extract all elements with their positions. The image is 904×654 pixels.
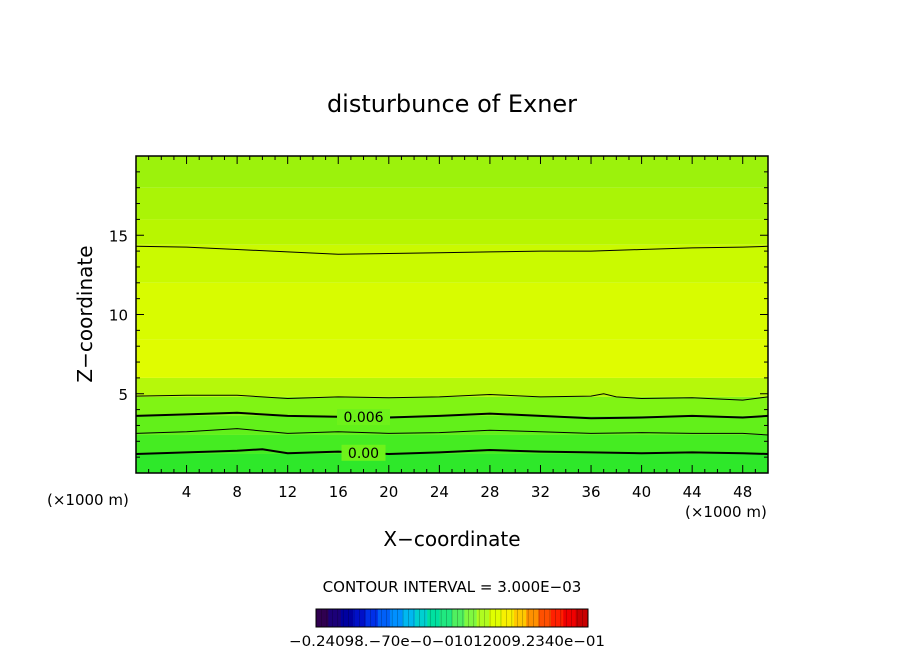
- y-axis-label: Z−coordinate: [73, 245, 97, 382]
- x-tick-label: 44: [683, 483, 702, 501]
- colorbar-swatch: [464, 609, 478, 627]
- x-tick-label: 20: [379, 483, 398, 501]
- colorbar-swatch: [353, 609, 366, 627]
- colorbar-swatch: [526, 609, 540, 627]
- chart-title: disturbunce of Exner: [327, 90, 577, 118]
- x-axis-label: X−coordinate: [383, 527, 520, 551]
- x-tick-labels: 4 8 12 16 20 24 28 32 36 40 44 48: [182, 483, 752, 501]
- x-tick-label: 40: [632, 483, 651, 501]
- band-4: [136, 377, 768, 397]
- band-0: [136, 453, 768, 473]
- colorbar-swatch: [452, 609, 465, 627]
- x-tick-label: 24: [430, 483, 449, 501]
- y-tick-labels: 5 10 15: [109, 227, 128, 404]
- band-6: [136, 282, 768, 340]
- x-tick-label: 48: [733, 483, 752, 501]
- x-tick-label: 12: [278, 483, 297, 501]
- x-tick-label: 32: [531, 483, 550, 501]
- colorbar-swatch: [513, 609, 527, 627]
- colorbar-swatch: [439, 609, 453, 627]
- x-unit-left: (×1000 m): [47, 491, 129, 509]
- contour-label-bg-0: [341, 444, 386, 461]
- filled-contour-bands: [136, 156, 768, 473]
- contour-labels: 0.00 0.006: [337, 409, 391, 462]
- band-1: [136, 434, 768, 454]
- colorbar-frame: [315, 608, 589, 628]
- x-tick-label: 28: [480, 483, 499, 501]
- axis-ticks: [136, 156, 768, 473]
- y-tick-label: 5: [118, 386, 128, 404]
- contour-interval-text: CONTOUR INTERVAL = 3.000E−03: [323, 578, 582, 596]
- colorbar: [316, 609, 589, 627]
- contour-label-bg-2: [337, 409, 391, 426]
- band-2: [136, 415, 768, 435]
- x-tick-label: 36: [581, 483, 600, 501]
- contour-label-2: 0.006: [343, 410, 383, 426]
- colorbar-swatch: [427, 609, 441, 627]
- contour-line-2: [135, 411, 769, 420]
- x-tick-label: 8: [232, 483, 242, 501]
- colorbar-swatch: [340, 609, 354, 627]
- colorbar-swatch: [390, 609, 404, 627]
- band-5: [136, 339, 768, 378]
- contour-line-0: [135, 448, 769, 456]
- colorbar-swatch: [563, 609, 577, 627]
- contour-label-0: 0.00: [348, 446, 379, 462]
- colorbar-swatch: [489, 609, 502, 627]
- band-7: [136, 244, 768, 283]
- colorbar-swatch: [328, 609, 342, 627]
- band-10: [136, 156, 768, 188]
- x-tick-label: 4: [182, 483, 192, 501]
- y-tick-label: 15: [109, 227, 128, 245]
- contour-lines: [135, 245, 769, 456]
- colorbar-swatch: [476, 609, 490, 627]
- plot-area: 0.00 0.006: [135, 155, 769, 474]
- band-3: [136, 396, 768, 416]
- x-tick-label: 16: [329, 483, 348, 501]
- contour-line-4: [135, 245, 769, 255]
- colorbar-swatch: [402, 609, 416, 627]
- x-unit-right: (×1000 m): [685, 503, 767, 521]
- colorbar-swatch: [550, 609, 564, 627]
- colorbar-swatch: [365, 609, 379, 627]
- colorbar-tick-labels: −0.24098.−70e−0−01012009.2340e−01: [289, 634, 605, 650]
- band-9: [136, 187, 768, 220]
- contour-line-1: [135, 428, 769, 436]
- contour-line-3: [135, 393, 769, 401]
- y-tick-label: 10: [109, 307, 128, 325]
- colorbar-swatch: [538, 609, 552, 627]
- colorbar-swatch: [575, 609, 589, 627]
- colorbar-swatch: [377, 609, 391, 627]
- colorbar-swatch: [501, 609, 515, 627]
- colorbar-swatch: [316, 609, 329, 627]
- band-8: [136, 219, 768, 245]
- colorbar-swatch: [414, 609, 428, 627]
